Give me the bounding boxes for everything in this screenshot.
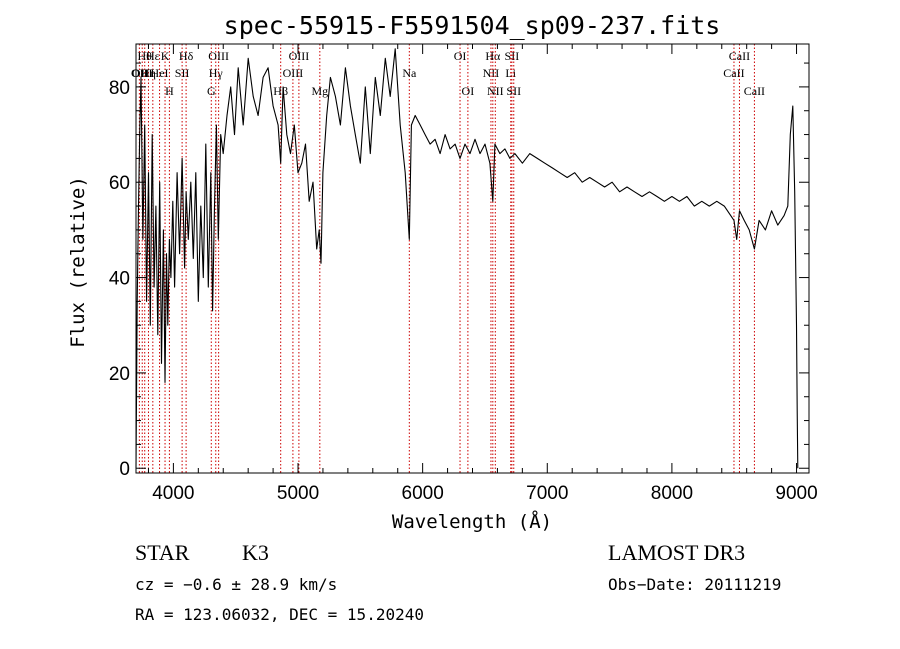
y-tick-label: 20 bbox=[109, 364, 130, 385]
plot-frame bbox=[135, 43, 810, 474]
line-marker-label: OI bbox=[454, 49, 467, 63]
x-tick-label: 4000 bbox=[152, 483, 194, 504]
chart-title: spec-55915-F5591504_sp09-237.fits bbox=[224, 11, 721, 40]
line-marker-label: CaII bbox=[723, 66, 744, 80]
spectrum-line bbox=[135, 48, 799, 469]
line-marker-label: H bbox=[165, 84, 174, 98]
x-axis-label: Wavelength (Å) bbox=[392, 510, 552, 533]
object-class: STAR bbox=[135, 540, 190, 565]
y-tick-label: 80 bbox=[109, 78, 130, 99]
line-marker-label: NII bbox=[487, 84, 504, 98]
y-tick-label: 0 bbox=[119, 459, 130, 480]
line-marker-label: NII bbox=[483, 66, 500, 80]
line-marker-label: Hγ bbox=[209, 66, 224, 80]
x-tick-label: 5000 bbox=[277, 483, 319, 504]
line-marker-label: Hβ bbox=[273, 84, 288, 98]
line-marker-label: Hε bbox=[146, 49, 160, 63]
line-marker-label: OI bbox=[462, 84, 475, 98]
y-tick-label: 60 bbox=[109, 173, 130, 194]
line-marker-label: SII bbox=[506, 84, 521, 98]
line-marker-label: HeI bbox=[151, 66, 169, 80]
line-marker-label: OIII bbox=[208, 49, 229, 63]
axes: 4000 5000 6000 7000 8000 9000 0 20 40 60 80 bbox=[109, 44, 818, 504]
line-marker-label: OIII bbox=[283, 66, 304, 80]
x-tick-label: 8000 bbox=[651, 483, 693, 504]
x-tick-label: 9000 bbox=[775, 483, 817, 504]
line-marker-label: G bbox=[207, 84, 216, 98]
line-marker-label: OIII bbox=[132, 66, 153, 80]
spectral-subclass: K3 bbox=[242, 540, 269, 565]
line-marker-label: SII bbox=[175, 66, 190, 80]
obs-date: Obs−Date: 20111219 bbox=[608, 575, 781, 594]
line-marker-label: SII bbox=[505, 49, 520, 63]
line-marker-label: Mg bbox=[311, 84, 328, 98]
line-marker-label: OIII bbox=[289, 49, 310, 63]
line-marker-label: K bbox=[161, 49, 170, 63]
line-marker-label: Na bbox=[402, 66, 417, 80]
y-tick-label: 40 bbox=[109, 269, 130, 290]
line-marker-label: Hη bbox=[141, 66, 156, 80]
y-axis-label: Flux (relative) bbox=[67, 176, 89, 348]
x-tick-label: 7000 bbox=[526, 483, 568, 504]
line-marker-label: OII bbox=[131, 66, 148, 80]
line-marker-label: Li bbox=[505, 66, 516, 80]
survey-name: LAMOST DR3 bbox=[608, 540, 745, 565]
line-marker-label: Hα bbox=[485, 49, 501, 63]
plot-area: OIIOIIIHθHηHεHeIKHSIIHδGHγOIIIHβOIIIOIII… bbox=[131, 44, 799, 473]
redshift-text: cz = −0.6 ± 28.9 km/s bbox=[135, 575, 337, 594]
line-marker-label: CaII bbox=[729, 49, 750, 63]
line-marker-label: Hδ bbox=[179, 49, 194, 63]
coordinates: RA = 123.06032, DEC = 15.20240 bbox=[135, 605, 424, 624]
x-tick-label: 6000 bbox=[402, 483, 444, 504]
line-marker-label: CaII bbox=[744, 84, 765, 98]
